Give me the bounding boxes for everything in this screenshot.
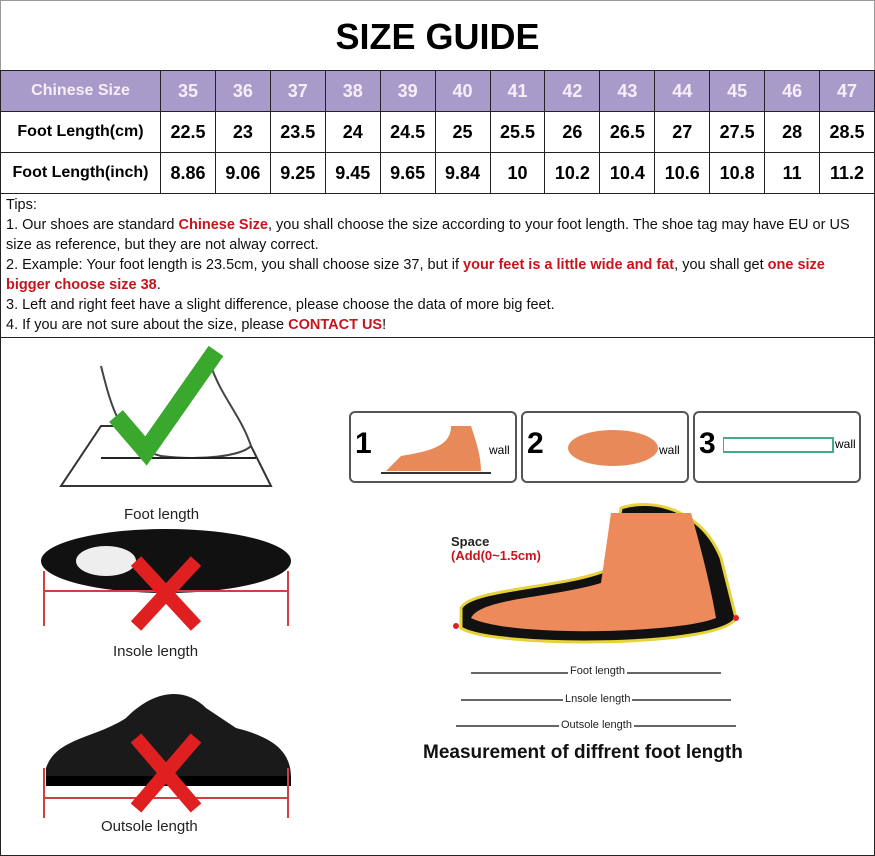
value-cell: 9.45 bbox=[324, 152, 381, 194]
value-cell: 24.5 bbox=[379, 111, 436, 153]
size-cell: 36 bbox=[214, 70, 271, 112]
value-cell: 10.4 bbox=[599, 152, 656, 194]
row-label: Foot Length(cm) bbox=[0, 111, 161, 153]
step-number: 3 bbox=[699, 427, 716, 460]
foot-length-label: Foot length bbox=[124, 506, 200, 523]
space-add-label: (Add(0~1.5cm) bbox=[451, 548, 541, 563]
size-cell: 39 bbox=[379, 70, 436, 112]
value-cell: 23.5 bbox=[269, 111, 326, 153]
tip-2: 2. Example: Your foot length is 23.5cm, … bbox=[6, 255, 869, 295]
value-cell: 10.8 bbox=[709, 152, 766, 194]
value-cell: 22.5 bbox=[160, 111, 216, 153]
value-cell: 9.65 bbox=[379, 152, 436, 194]
tip-highlight: Chinese Size bbox=[178, 217, 268, 233]
value-cell: 10.2 bbox=[544, 152, 601, 194]
value-cell: 9.25 bbox=[269, 152, 326, 194]
diagram-insole-length-label: Lnsole length bbox=[563, 693, 633, 705]
step-3: 3 wall bbox=[693, 411, 861, 483]
insole-length-label: Insole length bbox=[113, 643, 199, 660]
sneaker-illustration bbox=[43, 694, 291, 818]
diagram-caption: Measurement of diffrent foot length bbox=[423, 742, 743, 763]
value-cell: 25 bbox=[434, 111, 491, 153]
value-cell: 26.5 bbox=[599, 111, 656, 153]
size-cell: 44 bbox=[654, 70, 711, 112]
size-table: Chinese Size 35 36 37 38 39 40 41 42 43 … bbox=[0, 70, 875, 194]
value-cell: 9.06 bbox=[214, 152, 271, 194]
cross-icon bbox=[130, 556, 202, 631]
size-cell: 40 bbox=[434, 70, 491, 112]
tips-section: Tips: 1. Our shoes are standard Chinese … bbox=[0, 193, 875, 338]
size-header-row: Chinese Size 35 36 37 38 39 40 41 42 43 … bbox=[0, 70, 875, 112]
tips-heading: Tips: bbox=[6, 197, 37, 213]
tip-3: 3. Left and right feet have a slight dif… bbox=[6, 297, 555, 313]
tip-text: , you shall get bbox=[674, 257, 768, 273]
header-label: Chinese Size bbox=[0, 70, 161, 112]
value-cell: 8.86 bbox=[160, 152, 216, 194]
size-cell: 46 bbox=[764, 70, 821, 112]
tip-contact: CONTACT US bbox=[288, 317, 383, 333]
value-cell: 24 bbox=[324, 111, 381, 153]
table-row: Foot Length(cm) 22.5 23 23.5 24 24.5 25 25.5 26 2… bbox=[0, 111, 875, 153]
table-row: Foot Length(inch) 8.86 9.06 9.25 9.45 9.65 9.8… bbox=[0, 152, 875, 194]
step-2: 2 wall bbox=[521, 411, 689, 483]
foot-measure-illustration bbox=[59, 346, 273, 487]
measurement-steps: 1 wall 2 wall 3 wall bbox=[349, 411, 861, 483]
step-1: 1 wall bbox=[349, 411, 517, 483]
page-title: SIZE GUIDE bbox=[0, 0, 875, 70]
size-cell: 43 bbox=[599, 70, 656, 112]
value-cell: 26 bbox=[544, 111, 601, 153]
shoe-foot-diagram bbox=[453, 503, 739, 727]
value-cell: 23 bbox=[214, 111, 271, 153]
outsole-length-label: Outsole length bbox=[101, 818, 198, 835]
ruler-icon bbox=[723, 437, 834, 453]
diagram-outsole-length-label: Outsole length bbox=[559, 719, 634, 731]
value-cell: 28.5 bbox=[819, 111, 875, 153]
tip-highlight: one size bigger choose size 38 bbox=[6, 257, 825, 293]
foot-icon bbox=[381, 426, 491, 474]
value-cell: 25.5 bbox=[489, 111, 546, 153]
value-cell: 27 bbox=[654, 111, 711, 153]
step-number: 2 bbox=[527, 427, 544, 460]
tip-text: ! bbox=[382, 317, 387, 333]
size-cell: 45 bbox=[709, 70, 766, 112]
wall-label: wall bbox=[659, 443, 680, 457]
value-cell: 11.2 bbox=[819, 152, 875, 194]
value-cell: 10 bbox=[489, 152, 546, 194]
value-cell: 9.84 bbox=[434, 152, 491, 194]
illustrations: Foot length Insole length Outsole length… bbox=[0, 338, 875, 856]
row-label: Foot Length(inch) bbox=[0, 152, 161, 194]
size-cell: 35 bbox=[160, 70, 216, 112]
cross-icon bbox=[130, 733, 202, 813]
space-label: Space bbox=[451, 534, 490, 549]
value-cell: 11 bbox=[764, 152, 821, 194]
value-cell: 27.5 bbox=[709, 111, 766, 153]
size-cell: 37 bbox=[269, 70, 326, 112]
size-cell: 38 bbox=[324, 70, 381, 112]
tip-text: 2. Example: Your foot length is 23.5cm, … bbox=[6, 257, 464, 273]
tip-text: , you shall choose the size according to… bbox=[6, 217, 850, 253]
tip-highlight: your feet is a little wide and fat bbox=[463, 257, 675, 273]
diagram-foot-length-label: Foot length bbox=[568, 665, 628, 677]
insole-illustration bbox=[41, 529, 291, 631]
size-cell: 42 bbox=[544, 70, 601, 112]
size-cell: 47 bbox=[819, 70, 875, 112]
tip-4: 4. If you are not sure about the size, p… bbox=[6, 315, 869, 335]
value-cell: 28 bbox=[764, 111, 821, 153]
wall-label: wall bbox=[835, 437, 856, 451]
wall-label: wall bbox=[489, 443, 510, 457]
tip-text: 1. Our shoes are standard bbox=[6, 217, 179, 233]
value-cell: 10.6 bbox=[654, 152, 711, 194]
tip-text: . bbox=[156, 277, 161, 293]
tip-1: 1. Our shoes are standard Chinese Size, … bbox=[6, 215, 869, 255]
tip-text: 4. If you are not sure about the size, p… bbox=[6, 317, 289, 333]
foot-sole-icon bbox=[568, 430, 658, 466]
size-cell: 41 bbox=[489, 70, 546, 112]
step-number: 1 bbox=[355, 427, 372, 460]
